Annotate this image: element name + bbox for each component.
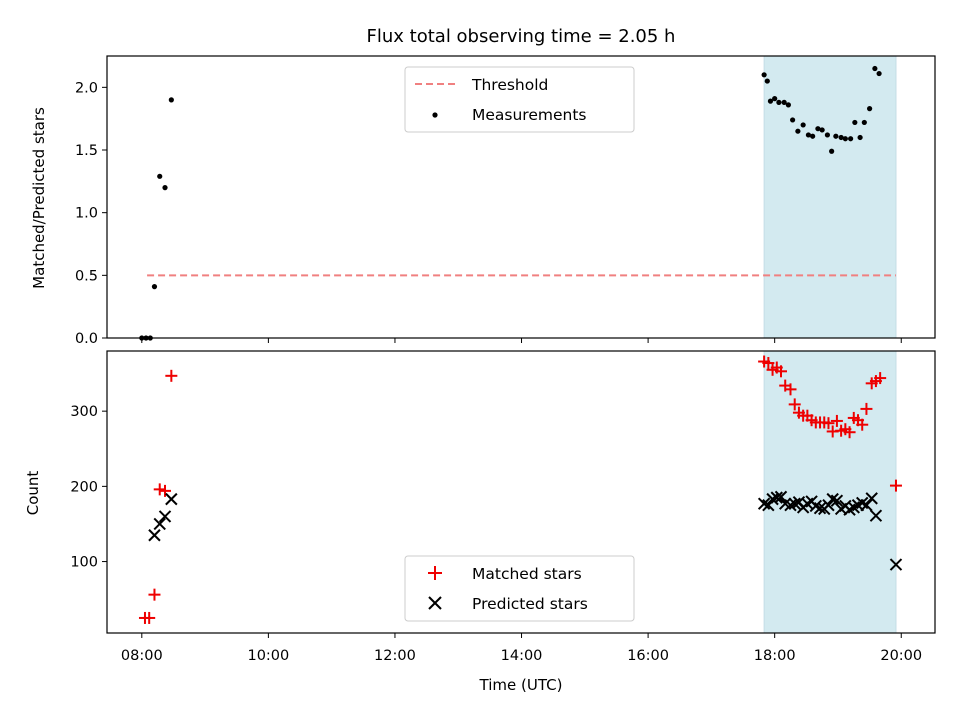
measurement-point — [815, 126, 821, 132]
predicted-star-point — [165, 492, 178, 506]
measurement-point — [764, 78, 770, 84]
measurements-legend-label: Measurements — [472, 106, 587, 124]
top-legend-frame — [404, 66, 635, 133]
measurement-point — [772, 96, 778, 102]
top-plot-frame — [106, 55, 936, 339]
top-y-tick-label: 1.0 — [75, 206, 98, 222]
predicted-star-point — [784, 498, 797, 512]
measurement-point — [168, 97, 174, 103]
top-y-tick-label: 0.5 — [75, 268, 98, 284]
bottom-y-tick-label: 200 — [70, 479, 98, 495]
measurement-point — [790, 117, 796, 123]
matched-legend-swatch — [428, 566, 442, 580]
bottom-panel: 08:00 10:00 12:00 14:00 16:00 18:00 20:00 100 20… — [24, 350, 936, 694]
matched-star-point — [860, 402, 873, 415]
x-tick-label: 10:00 — [247, 648, 289, 664]
measurement-point — [810, 133, 816, 139]
matched-star-point — [822, 417, 835, 430]
x-tick-label: 12:00 — [374, 648, 416, 664]
bottom-plot-frame — [106, 350, 936, 634]
predicted-star-point — [860, 498, 873, 512]
measurement-point — [761, 72, 767, 78]
matched-star-point — [856, 418, 869, 431]
x-tick-label: 20:00 — [880, 648, 922, 664]
measurement-point — [800, 122, 806, 128]
measurement-point — [157, 173, 163, 179]
predicted-star-point — [153, 517, 166, 531]
predicted-star-point — [822, 498, 835, 512]
predicted-star-point — [757, 497, 771, 510]
x-tick-label: 18:00 — [754, 648, 796, 664]
matched-star-point — [874, 372, 887, 385]
predicted-star-point — [869, 509, 883, 522]
matched-star-point — [762, 357, 775, 370]
matched-star-point — [775, 365, 788, 378]
measurement-point — [833, 133, 839, 139]
x-tick-label: 16:00 — [627, 648, 669, 664]
x-tick-label: 08:00 — [121, 648, 163, 664]
measurement-point — [151, 284, 158, 290]
matched-star-point — [148, 588, 161, 601]
measurement-point — [819, 127, 825, 133]
matched-star-point — [165, 369, 178, 382]
predicted-star-point — [830, 494, 844, 507]
matched-star-point — [153, 483, 166, 496]
measurement-point — [842, 136, 848, 142]
top-y-tick-label: 1.5 — [75, 143, 98, 159]
matched-star-point — [784, 383, 797, 396]
predicted-star-point — [788, 497, 801, 510]
measurement-point — [872, 65, 878, 72]
predicted-legend-label: Predicted stars — [472, 595, 588, 613]
measurement-point — [781, 99, 787, 105]
measurement-point — [867, 106, 873, 112]
measurement-point — [861, 119, 867, 126]
measurement-point — [848, 136, 854, 142]
predicted-star-point — [158, 510, 172, 523]
top-legend: Threshold Measurements — [404, 66, 635, 133]
measurement-point — [838, 134, 844, 141]
measurement-point — [776, 99, 782, 105]
bottom-y-tick-label: 100 — [70, 555, 98, 571]
threshold-legend-label: Threshold — [471, 76, 548, 94]
measurement-point — [857, 134, 863, 141]
measurement-point — [824, 132, 831, 138]
bottom-legend: Matched stars Predicted stars — [404, 555, 635, 622]
measurement-point — [795, 128, 801, 134]
bottom-y-tick-label: 300 — [70, 404, 98, 420]
top-shaded-region — [763, 55, 897, 339]
matched-star-point — [159, 484, 172, 497]
measurement-point — [829, 148, 835, 154]
matched-star-point — [889, 479, 902, 492]
top-y-tick-label: 0.0 — [75, 331, 98, 347]
predicted-star-point — [865, 492, 878, 505]
predicted-legend-swatch — [428, 596, 442, 610]
bottom-y-axis-label: Count — [24, 471, 42, 516]
measurement-point — [852, 119, 858, 126]
predicted-star-point — [770, 491, 783, 504]
measurement-point — [162, 185, 168, 191]
predicted-star-point — [148, 529, 161, 542]
matched-legend-label: Matched stars — [472, 565, 582, 583]
matched-star-point — [788, 398, 801, 411]
measurement-point — [805, 132, 812, 138]
predicted-star-point — [889, 558, 903, 571]
x-axis-label: Time (UTC) — [479, 676, 563, 694]
chart-title: Flux total observing time = 2.05 h — [367, 26, 676, 47]
matched-star-point — [830, 414, 843, 427]
x-tick-label: 14:00 — [501, 648, 543, 664]
matched-star-point — [843, 426, 856, 439]
measurement-point — [767, 98, 774, 104]
measurements-legend-swatch — [432, 112, 438, 118]
measurement-point — [876, 70, 882, 77]
measurement-point — [785, 102, 791, 108]
top-y-tick-label: 2.0 — [75, 80, 98, 96]
top-panel: 0.00.51.01.52.0 Matched/Predicted stars … — [30, 55, 936, 347]
bottom-shaded-region — [763, 350, 897, 634]
bottom-legend-frame — [404, 555, 635, 622]
top-y-axis-label: Matched/Predicted stars — [30, 107, 48, 289]
predicted-star-point — [813, 501, 827, 515]
matched-star-point — [143, 611, 156, 624]
